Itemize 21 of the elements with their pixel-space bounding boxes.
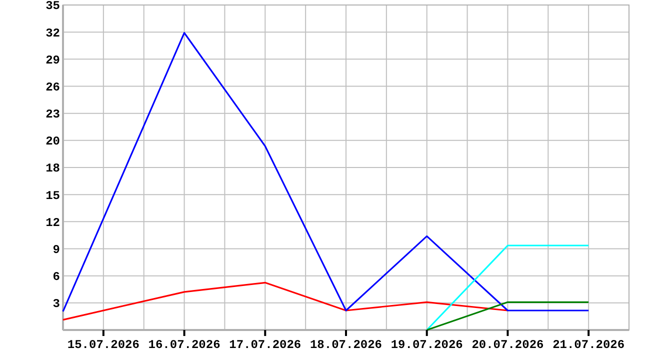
- y-tick-label: 23: [46, 108, 60, 122]
- line-series: [62, 32, 590, 312]
- y-tick-label: 6: [52, 270, 60, 284]
- x-tick-label: 16.07.2026: [148, 338, 220, 350]
- x-tick-label: 21.07.2026: [552, 338, 625, 350]
- x-tick-label: 18.07.2026: [310, 338, 382, 350]
- y-tick-label: 9: [52, 242, 60, 257]
- y-tick-label: 26: [46, 80, 60, 94]
- x-tick-label: 19.07.2026: [390, 338, 463, 350]
- y-tick-label: 18: [46, 162, 60, 176]
- y-tick-label: 29: [46, 53, 60, 68]
- y-tick-label: 20: [46, 134, 60, 149]
- y-tick-label: 15: [46, 188, 60, 203]
- y-tick-label: 32: [46, 26, 60, 40]
- x-tick-label: 20.07.2026: [472, 338, 544, 350]
- y-tick-label: 12: [46, 216, 60, 230]
- y-tick-label: 3: [52, 297, 60, 312]
- x-tick-label: 15.07.2026: [67, 338, 140, 350]
- y-tick-label: 35: [46, 0, 60, 14]
- line-series: [62, 282, 509, 321]
- x-tick-label: 17.07.2026: [229, 338, 302, 350]
